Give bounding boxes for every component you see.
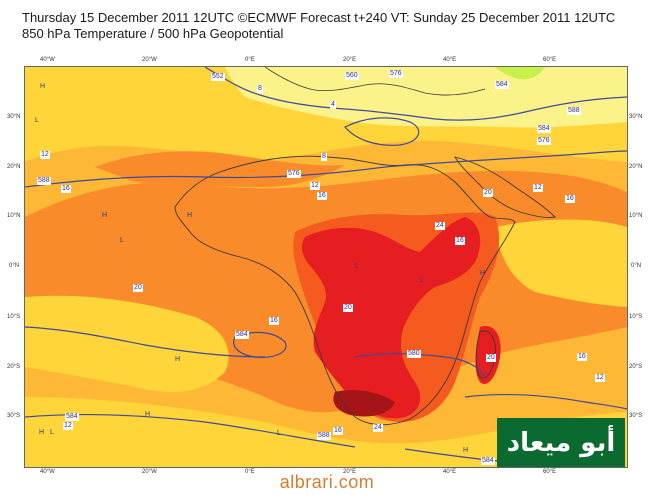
latitude-label: 20°S — [7, 364, 21, 370]
geopotential-label: 584 — [235, 331, 249, 339]
geopotential-label: 576 — [537, 137, 551, 145]
latitude-label: 30°S — [7, 413, 21, 419]
longitude-label: 60°E — [543, 57, 557, 63]
pressure-marker: L — [420, 277, 424, 284]
temperature-label: 16 — [269, 317, 279, 325]
temperature-label: 20 — [133, 284, 143, 292]
longitude-label: 20°E — [343, 57, 357, 63]
longitude-label: 40°W — [40, 469, 55, 475]
temperature-label: 8 — [257, 85, 263, 93]
band-extreme-central — [301, 217, 481, 419]
geopotential-label: 580 — [407, 350, 421, 358]
temperature-label: 20 — [486, 354, 496, 362]
geopotential-label: 576 — [287, 170, 301, 178]
author-badge-text: أبو ميعاد — [506, 427, 616, 458]
temperature-label: 16 — [61, 185, 71, 193]
temperature-label: 16 — [577, 353, 587, 361]
geopotential-label: 560 — [345, 72, 359, 80]
weather-map: 552 560 576 584 588 584 588 576 584 580 … — [24, 66, 628, 468]
temperature-label: 12 — [40, 151, 50, 159]
coastline-africa — [174, 155, 516, 426]
temperature-label: 16 — [565, 195, 575, 203]
temperature-label: 12 — [533, 184, 543, 192]
longitude-label: 60°E — [543, 469, 557, 475]
geopotential-label: 584 — [495, 81, 509, 89]
chart-title: Thursday 15 December 2011 12UTC ©ECMWF F… — [22, 10, 642, 42]
longitude-label: 40°W — [40, 57, 55, 63]
geopotential-label: 588 — [37, 177, 51, 185]
temperature-label: 12 — [595, 374, 605, 382]
band-mild-south-atlantic — [25, 295, 229, 392]
temperature-label: 24 — [435, 222, 445, 230]
band-mild-indian — [495, 219, 627, 307]
coastline-madagascar — [475, 330, 496, 379]
temperature-label: 16 — [333, 427, 343, 435]
latitude-label: 20°N — [629, 164, 643, 170]
geopotential-label: 576 — [389, 70, 403, 78]
coastline-europe — [264, 67, 486, 96]
band-cool-north — [225, 67, 627, 128]
latitude-label: 30°N — [7, 114, 21, 120]
temperature-label: 20 — [343, 304, 353, 312]
temperature-field — [25, 67, 627, 467]
latitude-label: 30°S — [629, 413, 643, 419]
pressure-marker: H — [463, 447, 469, 454]
latitude-label: 30°N — [629, 114, 643, 120]
latitude-label: 20°S — [629, 364, 643, 370]
pressure-marker: H — [145, 411, 151, 418]
temperature-label: 16 — [455, 237, 465, 245]
longitude-label: 0°E — [245, 469, 255, 475]
title-line-2: 850 hPa Temperature / 500 hPa Geopotenti… — [22, 26, 284, 41]
pressure-marker: L — [50, 429, 54, 436]
temperature-label: 16 — [317, 192, 327, 200]
pressure-marker: H — [187, 212, 193, 219]
longitude-label: 40°E — [443, 469, 457, 475]
latitude-label: 20°N — [7, 164, 21, 170]
pressure-marker: L — [120, 237, 124, 244]
geopotential-contours — [25, 67, 627, 466]
longitude-label: 20°W — [142, 469, 157, 475]
pressure-marker: L — [355, 263, 359, 270]
latitude-label: 0°N — [631, 263, 642, 269]
pressure-marker: H — [480, 270, 486, 277]
coastline-arabia — [454, 156, 556, 218]
pressure-marker: L — [277, 430, 281, 437]
title-line-1: Thursday 15 December 2011 12UTC ©ECMWF F… — [22, 10, 616, 25]
pressure-marker: L — [35, 117, 39, 124]
geopotential-label: 588 — [317, 432, 331, 440]
temperature-label: 12 — [310, 182, 320, 190]
author-badge: أبو ميعاد — [497, 418, 625, 467]
band-hot-west-africa — [95, 151, 345, 187]
band-warm-south — [25, 397, 627, 467]
latitude-label: 10°N — [7, 213, 21, 219]
geopotential-label: 588 — [567, 107, 581, 115]
temperature-label: 4 — [330, 101, 336, 109]
longitude-label: 20°E — [343, 469, 357, 475]
site-watermark: albrari.com — [279, 472, 375, 492]
band-very-cool — [495, 67, 545, 80]
longitude-label: 0°E — [245, 57, 255, 63]
pressure-marker: H — [102, 212, 108, 219]
pressure-marker: H — [40, 83, 46, 90]
temperature-label: 24 — [373, 424, 383, 432]
temperature-label: 20 — [483, 189, 493, 197]
longitude-label: 40°E — [443, 57, 457, 63]
longitude-label: 20°W — [142, 57, 157, 63]
geopotential-label: 584 — [537, 125, 551, 133]
geopotential-label: 584 — [481, 457, 495, 465]
latitude-label: 0°N — [9, 263, 20, 269]
temperature-label: 12 — [63, 422, 73, 430]
latitude-label: 10°N — [629, 213, 643, 219]
latitude-label: 10°S — [629, 314, 643, 320]
pressure-marker: H — [39, 429, 45, 436]
geopotential-label: 552 — [211, 73, 225, 81]
geopotential-label: 584 — [65, 413, 79, 421]
latitude-label: 10°S — [7, 314, 21, 320]
temperature-label: 8 — [321, 153, 327, 161]
pressure-marker: H — [175, 356, 181, 363]
